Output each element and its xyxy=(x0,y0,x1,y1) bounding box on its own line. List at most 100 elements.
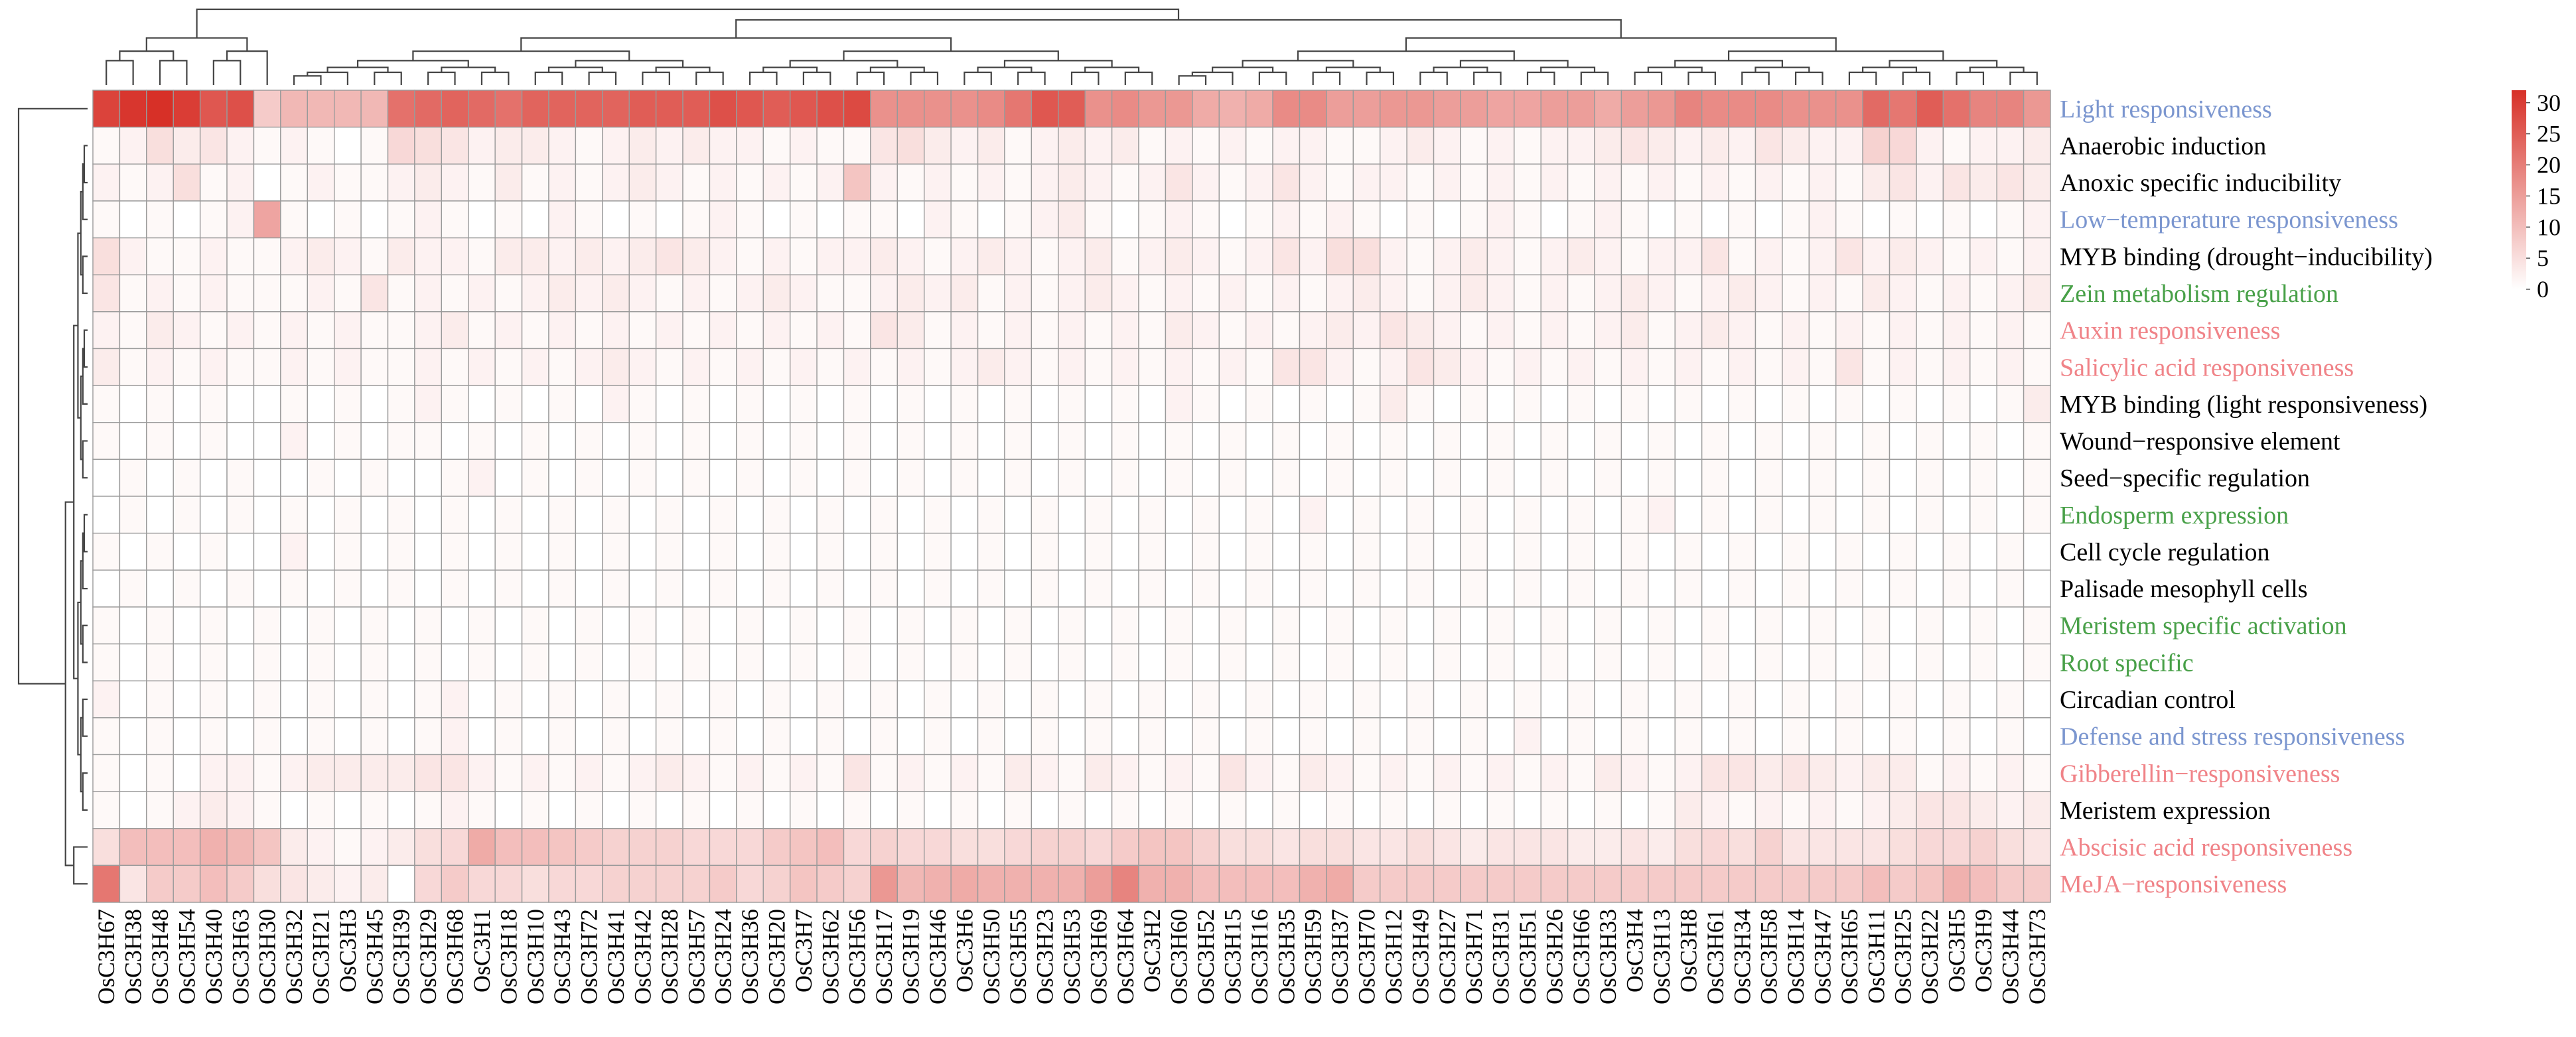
heatmap-cell xyxy=(441,311,469,350)
heatmap-cell xyxy=(843,348,871,386)
heatmap-cell xyxy=(1111,680,1139,719)
heatmap-cell xyxy=(1138,606,1167,645)
heatmap-cell xyxy=(575,828,603,866)
heatmap-cell xyxy=(789,828,818,866)
heatmap-cell xyxy=(1540,311,1569,350)
heatmap-cell xyxy=(146,754,174,792)
heatmap-cell xyxy=(1433,90,1461,128)
heatmap-cell xyxy=(1701,864,1729,903)
row-label: Anaerobic induction xyxy=(2060,132,2266,160)
heatmap-cell xyxy=(1299,200,1327,239)
heatmap-cell xyxy=(1111,496,1139,534)
heatmap-cell xyxy=(1782,496,1810,534)
row-label: Cell cycle regulation xyxy=(2060,538,2270,566)
heatmap-cell xyxy=(1754,422,1783,460)
heatmap-cell xyxy=(1084,311,1113,350)
heatmap-cell xyxy=(1111,422,1139,460)
heatmap-cell xyxy=(548,311,577,350)
heatmap-cell xyxy=(1594,200,1622,239)
heatmap-cell xyxy=(1004,680,1033,719)
heatmap-cell xyxy=(1165,311,1193,350)
heatmap-cell xyxy=(843,422,871,460)
column-label: OsC3H6 xyxy=(951,909,977,993)
heatmap-cell xyxy=(92,458,121,497)
heatmap-cell xyxy=(870,828,898,866)
heatmap-cell xyxy=(1165,496,1193,534)
heatmap-cell xyxy=(1567,828,1595,866)
heatmap-cell xyxy=(1031,274,1059,312)
heatmap-cell xyxy=(1192,791,1220,829)
heatmap-cell xyxy=(1540,828,1569,866)
heatmap-cell xyxy=(1326,496,1354,534)
heatmap-cell xyxy=(1460,754,1488,792)
heatmap-cell xyxy=(199,311,228,350)
column-label: OsC3H60 xyxy=(1166,909,1192,1004)
heatmap-cell xyxy=(199,791,228,829)
heatmap-cell xyxy=(1299,717,1327,756)
heatmap-cell xyxy=(1808,828,1837,866)
heatmap-cell xyxy=(521,163,549,202)
heatmap-cell xyxy=(1245,864,1273,903)
heatmap-cell xyxy=(1326,163,1354,202)
heatmap-cell xyxy=(280,274,308,312)
heatmap-cell xyxy=(1754,828,1783,866)
heatmap-cell xyxy=(575,680,603,719)
heatmap-cell xyxy=(1782,90,1810,128)
heatmap-cell xyxy=(843,754,871,792)
heatmap-cell xyxy=(789,385,818,423)
column-label: OsC3H25 xyxy=(1890,909,1916,1004)
heatmap-cell xyxy=(1380,274,1407,312)
heatmap-cell xyxy=(1192,643,1220,681)
heatmap-cell xyxy=(1916,532,1944,571)
heatmap-cell xyxy=(789,532,818,571)
heatmap-cell xyxy=(521,311,549,350)
heatmap-cell xyxy=(628,496,657,534)
column-label: OsC3H12 xyxy=(1380,909,1407,1004)
heatmap-cell xyxy=(870,126,898,165)
heatmap-cell xyxy=(521,385,549,423)
heatmap-cell xyxy=(762,237,791,275)
heatmap-cell xyxy=(1299,90,1327,128)
heatmap-cell xyxy=(1111,569,1139,608)
heatmap-cell xyxy=(521,643,549,681)
heatmap-cell xyxy=(2023,643,2051,681)
heatmap-cell xyxy=(441,643,469,681)
heatmap-cell xyxy=(1567,163,1595,202)
heatmap-cell xyxy=(575,643,603,681)
heatmap-cell xyxy=(736,126,764,165)
heatmap-cell xyxy=(1567,200,1595,239)
heatmap-cell xyxy=(896,237,925,275)
heatmap-cell xyxy=(816,569,845,608)
heatmap-cell xyxy=(682,606,711,645)
heatmap-cell xyxy=(628,606,657,645)
heatmap-cell xyxy=(950,163,979,202)
heatmap-cell xyxy=(628,717,657,756)
heatmap-cell xyxy=(762,163,791,202)
row-label: Zein metabolism regulation xyxy=(2060,280,2338,308)
heatmap-cell xyxy=(924,163,952,202)
heatmap-cell xyxy=(1218,828,1247,866)
heatmap-cell xyxy=(1701,717,1729,756)
heatmap-cell xyxy=(441,126,469,165)
heatmap-cell xyxy=(1380,348,1407,386)
dendrogram-link xyxy=(575,60,684,68)
heatmap-cell xyxy=(1754,458,1783,497)
heatmap-cell xyxy=(575,754,603,792)
heatmap-cell xyxy=(709,422,737,460)
heatmap-cell xyxy=(387,274,415,312)
heatmap-cell xyxy=(1620,200,1649,239)
heatmap-cell xyxy=(280,606,308,645)
heatmap-cell xyxy=(1540,717,1569,756)
heatmap-cell xyxy=(1460,864,1488,903)
heatmap-cell xyxy=(521,496,549,534)
heatmap-cell xyxy=(1540,680,1569,719)
dendrogram-link xyxy=(1956,71,1985,85)
heatmap-cell xyxy=(1674,348,1703,386)
heatmap-cell xyxy=(1058,569,1086,608)
heatmap-cell xyxy=(1942,126,1971,165)
heatmap-cell xyxy=(2023,274,2051,312)
heatmap-cell xyxy=(682,274,711,312)
heatmap-cell xyxy=(682,348,711,386)
heatmap-cell xyxy=(494,237,523,275)
heatmap-cell xyxy=(226,237,255,275)
